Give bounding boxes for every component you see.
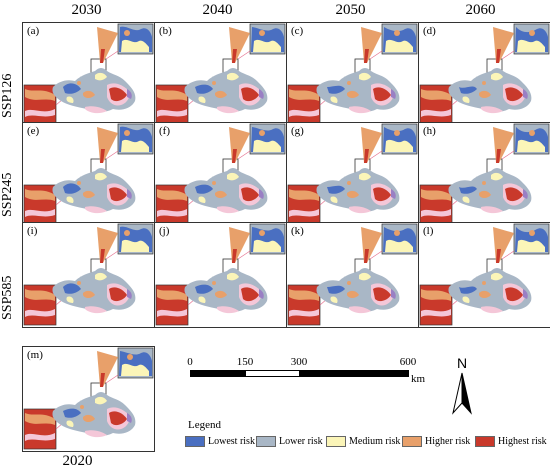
- legend-swatch-higher: [402, 435, 422, 447]
- row-header-ssp585: SSP585: [0, 275, 15, 321]
- map-panel: (k): [286, 222, 419, 328]
- legend-item-lower: Lower risk: [256, 434, 323, 448]
- map-panel: (l): [418, 222, 550, 328]
- panel-label: (a): [27, 25, 40, 37]
- base-year-label: 2020: [62, 453, 93, 469]
- panel-label: (b): [159, 25, 172, 37]
- panel-label: (g): [291, 125, 304, 137]
- legend-swatch-highest: [475, 435, 495, 447]
- panel-label-m: (m): [27, 349, 43, 361]
- legend-swatch-lowest: [185, 435, 205, 447]
- map-graphic: [155, 123, 286, 226]
- legend-label-lowest: Lowest risk: [208, 435, 255, 447]
- map-graphic: [23, 123, 154, 226]
- scale-tick-300: 300: [290, 356, 308, 368]
- scale-bar: 0 150 300 600 km: [187, 356, 425, 390]
- north-arrow-icon: [452, 372, 472, 415]
- map-panel-2020: (m): [22, 346, 155, 452]
- map-graphic: [287, 223, 418, 326]
- row-header-ssp245: SSP245: [0, 172, 15, 218]
- map-graphic: [287, 123, 418, 226]
- map-panel: (c): [286, 22, 419, 128]
- legend-label-higher: Higher risk: [425, 435, 471, 447]
- column-header-2060: 2060: [465, 2, 496, 18]
- panel-label: (l): [423, 225, 434, 237]
- row-header-ssp126: SSP126: [0, 73, 15, 119]
- legend-item-higher: Higher risk: [402, 434, 470, 448]
- map-graphic: [23, 223, 154, 326]
- scale-segment-2: [245, 370, 300, 377]
- legend-label-highest: Highest risk: [498, 435, 547, 447]
- map-panel: (f): [154, 122, 287, 228]
- panel-label: (k): [291, 225, 304, 237]
- map-panel: (h): [418, 122, 550, 228]
- column-header-2040: 2040: [202, 2, 233, 18]
- map-panel: (i): [22, 222, 155, 328]
- legend-title: Legend: [188, 419, 221, 431]
- map-panel: (g): [286, 122, 419, 228]
- panel-label: (c): [291, 25, 304, 37]
- column-header-2030: 2030: [71, 2, 102, 18]
- north-arrow: N: [449, 355, 475, 417]
- scale-unit: km: [411, 373, 426, 385]
- legend-item-lowest: Lowest risk: [185, 434, 255, 448]
- scale-tick-0: 0: [187, 356, 193, 368]
- legend: Lowest risk Lower risk Medium risk Highe…: [183, 434, 550, 448]
- map-graphic: [23, 347, 154, 450]
- map-graphic: [155, 223, 286, 326]
- panel-label: (h): [423, 125, 436, 137]
- legend-item-highest: Highest risk: [475, 434, 547, 448]
- legend-swatch-lower: [256, 435, 276, 447]
- map-panel: (a): [22, 22, 155, 128]
- scale-segment-3: [299, 370, 409, 377]
- map-graphic: [419, 223, 550, 326]
- map-graphic: [419, 23, 550, 126]
- legend-item-medium: Medium risk: [326, 434, 400, 448]
- panel-label: (e): [27, 125, 40, 137]
- panel-label: (f): [159, 125, 170, 137]
- legend-label-medium: Medium risk: [349, 435, 401, 447]
- map-graphic: [419, 123, 550, 226]
- legend-label-lower: Lower risk: [279, 435, 323, 447]
- map-graphic: [287, 23, 418, 126]
- scale-tick-600: 600: [399, 356, 417, 368]
- scale-tick-150: 150: [236, 356, 254, 368]
- panel-label: (i): [27, 225, 38, 237]
- legend-swatch-medium: [326, 435, 346, 447]
- map-panel: (e): [22, 122, 155, 228]
- panel-label: (d): [423, 25, 436, 37]
- map-panel: (b): [154, 22, 287, 128]
- panel-label: (j): [159, 225, 170, 237]
- column-header-2050: 2050: [335, 2, 366, 18]
- map-panel: (d): [418, 22, 550, 128]
- map-graphic: [155, 23, 286, 126]
- map-graphic: [23, 23, 154, 126]
- north-letter: N: [456, 355, 468, 371]
- map-panel: (j): [154, 222, 287, 328]
- scale-segment-1: [190, 370, 246, 377]
